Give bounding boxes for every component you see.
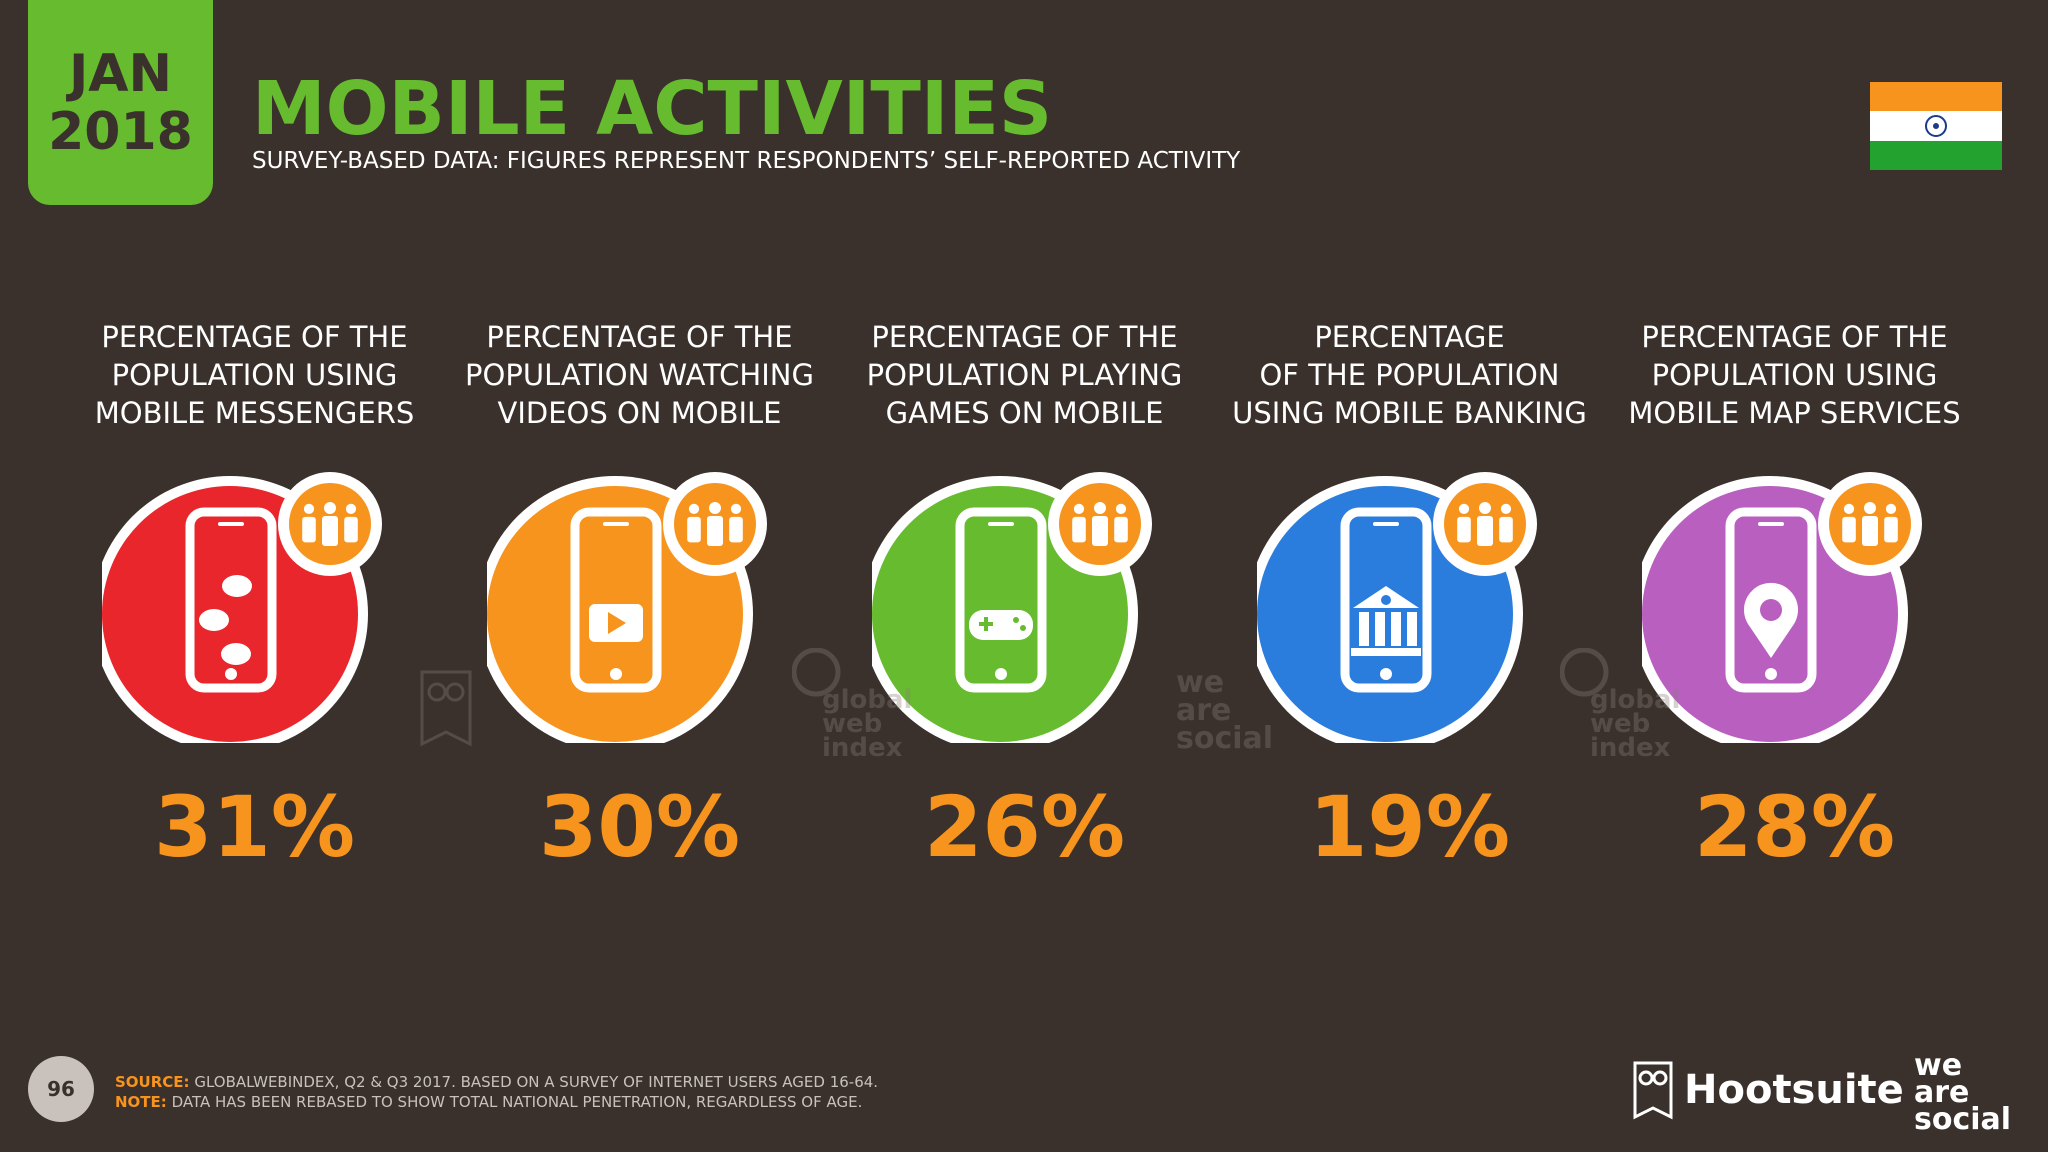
bank-icon [1351,586,1421,656]
gamepad-icon-badge [872,472,1152,743]
date-badge: JAN 2018 [28,0,213,205]
bank-icon-badge [1257,472,1537,743]
was-word-3: social [1176,721,1273,754]
map-pin-icon-badge [1642,472,1922,743]
page-number: 96 [28,1056,94,1122]
was-word-1: we [1176,665,1224,700]
metric-value: 30% [538,778,741,876]
chat-bubbles-icon [199,575,252,665]
gamepad-icon [969,610,1033,640]
hootsuite-wordmark: Hootsuite [1684,1067,1904,1113]
note-text: DATA HAS BEEN REBASED TO SHOW TOTAL NATI… [171,1093,863,1111]
metric-value: 19% [1308,778,1511,876]
chat-bubbles-icon-badge [102,472,382,743]
metric-value: 26% [923,778,1126,876]
metric-label: PERCENTAGE OF THE POPULATION USING MOBIL… [1628,320,1961,430]
gwi-watermark-1: global web index [792,648,912,760]
metric-label: PERCENTAGE OF THE POPULATION USING MOBIL… [94,320,415,430]
was-logo-word-3: social [1914,1102,2012,1137]
was-logo-word-2: are [1914,1075,1970,1110]
note-tag: NOTE: [115,1093,167,1111]
metric-label: PERCENTAGE OF THE POPULATION USING MOBIL… [1232,320,1587,430]
india-flag-icon [1870,82,2002,170]
gwi-word-3: index [822,733,903,760]
metric-column: PERCENTAGE OF THE POPULATION USING MOBIL… [1217,318,1602,876]
date-month: JAN [68,43,173,104]
people-group-icon [1072,502,1128,546]
metric-column: PERCENTAGE OF THE POPULATION USING MOBIL… [62,318,447,876]
was-watermark-1: we are social [1176,665,1273,754]
page-subtitle: SURVEY-BASED DATA: FIGURES REPRESENT RES… [252,148,1241,174]
metric-label: PERCENTAGE OF THE POPULATION PLAYING GAM… [866,320,1183,430]
source-line: SOURCE: GLOBALWEBINDEX, Q2 & Q3 2017. BA… [115,1073,878,1091]
date-year: 2018 [48,101,193,162]
metric-column: PERCENTAGE OF THE POPULATION WATCHING VI… [447,318,832,876]
gwi-word-1b: global [1590,685,1680,715]
hootsuite-watermark-icon [420,670,472,747]
metric-label: PERCENTAGE OF THE POPULATION WATCHING VI… [465,320,814,430]
gwi-word-2: web [822,709,882,739]
people-group-icon [302,502,358,546]
gwi-word-3b: index [1590,733,1671,760]
note-line: NOTE: DATA HAS BEEN REBASED TO SHOW TOTA… [115,1093,862,1111]
play-video-icon [589,604,643,642]
we-are-social-logo: we are social [1914,1048,2012,1137]
map-pin-icon [1744,582,1798,658]
metric-value: 31% [153,778,356,876]
people-group-icon [1842,502,1898,546]
play-video-icon-badge [487,472,767,743]
source-text: GLOBALWEBINDEX, Q2 & Q3 2017. BASED ON A… [194,1073,879,1091]
metric-value: 28% [1693,778,1896,876]
page-title: MOBILE ACTIVITIES [252,66,1053,152]
gwi-word-2b: web [1590,709,1650,739]
gwi-word-1: global [822,685,912,715]
metric-column: PERCENTAGE OF THE POPULATION PLAYING GAM… [832,318,1217,876]
source-tag: SOURCE: [115,1073,190,1091]
owl-icon [1633,1061,1673,1120]
gwi-watermark-2: global web index [1560,648,1680,760]
hootsuite-logo: Hootsuite [1632,1060,1904,1120]
people-group-icon [1457,502,1513,546]
was-word-2: are [1176,693,1231,728]
metric-column: PERCENTAGE OF THE POPULATION USING MOBIL… [1602,318,1987,876]
was-logo-word-1: we [1914,1048,1963,1083]
people-group-icon [687,502,743,546]
